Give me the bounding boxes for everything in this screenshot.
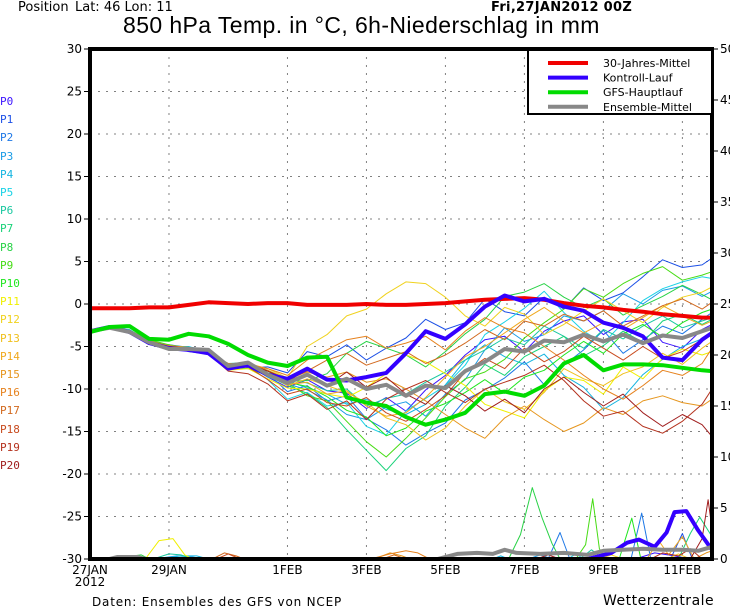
grid bbox=[90, 49, 712, 559]
y-left-tick-label: -30 bbox=[62, 552, 82, 566]
member-label-p19: P19 bbox=[0, 440, 20, 454]
y-left-tick-label: -5 bbox=[70, 340, 82, 354]
legend-label-30-jahres-mittel: 30-Jahres-Mittel bbox=[603, 57, 690, 70]
series-temp-line-30-jahres-mittel bbox=[90, 296, 712, 320]
data-source-note: Daten: Ensembles des GFS von NCEP bbox=[92, 595, 342, 609]
member-label-p16: P16 bbox=[0, 386, 20, 400]
member-label-p7: P7 bbox=[0, 222, 14, 236]
member-label-p9: P9 bbox=[0, 258, 14, 272]
x-tick-label: 7FEB bbox=[509, 563, 539, 577]
member-label-p6: P6 bbox=[0, 204, 14, 218]
main-series-lines bbox=[89, 293, 714, 561]
x-tick-label: 1FEB bbox=[272, 563, 302, 577]
member-temp-line-p9 bbox=[89, 266, 713, 458]
x-tick-label: 3FEB bbox=[351, 563, 381, 577]
member-temp-line-p20 bbox=[89, 326, 713, 437]
chart-title: 850 hPa Temp. in °C, 6h-Niederschlag in … bbox=[123, 12, 600, 38]
member-label-p5: P5 bbox=[0, 186, 14, 199]
series-temp-line-ensemble-mittel bbox=[89, 325, 713, 398]
y-right-tick-label: 10 bbox=[720, 450, 730, 464]
x-tick-label: 27JAN bbox=[72, 563, 108, 577]
member-temp-line-p12 bbox=[89, 281, 713, 379]
legend-label-ensemble-mittel: Ensemble-Mittel bbox=[603, 101, 692, 114]
legend-label-gfs-hauptlauf: GFS-Hauptlauf bbox=[603, 86, 684, 99]
y-right-tick-label: 15 bbox=[720, 399, 730, 413]
x-tick-label: 9FEB bbox=[588, 563, 618, 577]
member-label-p0: P0 bbox=[0, 95, 14, 108]
member-label-p12: P12 bbox=[0, 313, 20, 327]
lat-lon-readout: Lat: 46 Lon: 11 bbox=[75, 0, 173, 15]
x-tick-sublabel: 2012 bbox=[75, 575, 106, 589]
y-left-tick-label: 20 bbox=[67, 127, 82, 141]
legend-box bbox=[527, 48, 713, 115]
y-right-tick-label: 5 bbox=[720, 501, 728, 515]
y-left-tick-label: 15 bbox=[67, 170, 82, 184]
y-right-tick-label: 45 bbox=[720, 93, 730, 107]
model-run-time: Fri,27JAN2012 00Z bbox=[491, 0, 633, 15]
member-label-p18: P18 bbox=[0, 422, 20, 436]
x-tick-label: 11FEB bbox=[663, 563, 701, 577]
position-label: Position bbox=[18, 0, 69, 15]
member-label-p17: P17 bbox=[0, 404, 20, 418]
y-left-tick-label: 25 bbox=[67, 85, 82, 99]
member-precip-line-p8 bbox=[125, 487, 561, 560]
member-label-p14: P14 bbox=[0, 349, 20, 363]
y-left-tick-label: -10 bbox=[62, 382, 82, 396]
y-right-tick-label: 35 bbox=[720, 195, 730, 209]
y-right-tick-label: 20 bbox=[720, 348, 730, 362]
member-label-p10: P10 bbox=[0, 277, 20, 290]
y-right-tick-label: 25 bbox=[720, 297, 730, 311]
member-temp-line-p15 bbox=[89, 326, 713, 439]
member-label-p4: P4 bbox=[0, 167, 14, 181]
member-label-p20: P20 bbox=[0, 459, 20, 472]
member-precip-line-p16 bbox=[370, 550, 430, 560]
y-left-tick-label: 0 bbox=[74, 297, 82, 311]
y-left-tick-label: 30 bbox=[67, 42, 82, 56]
legend: 30-Jahres-Mittel Kontroll-LaufGFS-Hauptla… bbox=[527, 47, 713, 115]
y-right-tick-label: 0 bbox=[720, 552, 728, 566]
member-temp-line-p4 bbox=[89, 325, 713, 415]
series-temp-line-gfs-hauptlauf bbox=[89, 324, 713, 427]
member-label-p1: P1 bbox=[0, 113, 14, 127]
series-precip-line-kontroll-lauf bbox=[587, 509, 714, 561]
y-right-tick-label: 30 bbox=[720, 246, 730, 260]
member-precip-line-p11 bbox=[144, 538, 193, 560]
y-left-tick-label: 5 bbox=[74, 255, 82, 269]
member-label-p8: P8 bbox=[0, 240, 14, 254]
y-left-tick-label: -15 bbox=[62, 425, 82, 439]
member-label-p3: P3 bbox=[0, 149, 14, 163]
member-temp-line-p2 bbox=[89, 312, 713, 446]
member-label-p11: P11 bbox=[0, 295, 20, 309]
legend-label-kontroll-lauf: Kontroll-Lauf bbox=[603, 72, 674, 85]
member-label-p2: P2 bbox=[0, 131, 14, 145]
y-right-tick-label: 40 bbox=[720, 144, 730, 158]
y-right-tick-label: 50 bbox=[720, 42, 730, 56]
brand-label: Wetterzentrale bbox=[603, 593, 715, 609]
x-tick-label: 29JAN bbox=[151, 563, 187, 577]
y-left-tick-label: -20 bbox=[62, 467, 82, 481]
x-tick-label: 5FEB bbox=[430, 563, 460, 577]
y-left-tick-label: -25 bbox=[62, 510, 82, 524]
member-label-p13: P13 bbox=[0, 331, 20, 345]
y-left-tick-label: 10 bbox=[67, 212, 82, 226]
axis-ticks: 302520151050-5-10-15-20-25-3050454035302… bbox=[62, 42, 730, 589]
member-label-p15: P15 bbox=[0, 368, 20, 381]
